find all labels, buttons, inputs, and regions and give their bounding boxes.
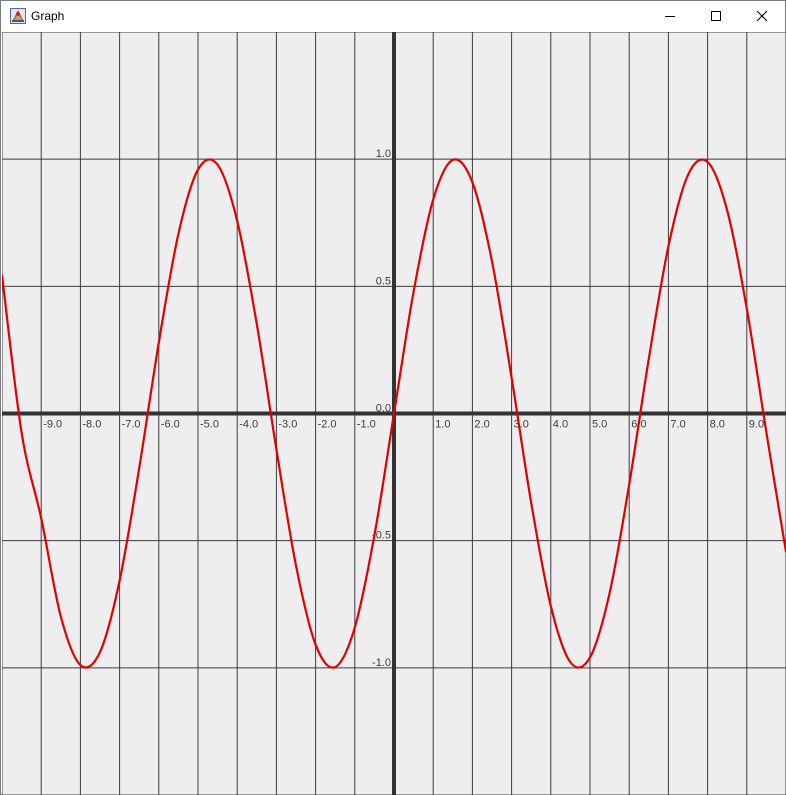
data-point <box>216 163 219 166</box>
x-tick-label: 3.0 <box>514 419 529 431</box>
data-point <box>510 376 513 379</box>
x-tick-label: -5.0 <box>200 419 219 431</box>
window-title: Graph <box>31 9 65 23</box>
data-point <box>530 501 532 504</box>
x-tick-label: 4.0 <box>553 419 568 431</box>
x-tick-label: -8.0 <box>82 419 101 431</box>
data-point <box>648 358 650 360</box>
data-point <box>432 198 435 201</box>
data-point <box>138 467 140 469</box>
data-point <box>608 592 611 594</box>
data-point <box>687 174 689 176</box>
plot-area: -9.0 -8.0 -7.0 -6.0 -5.0 -4.0 -3.0 -2.0 -1.0 1.0 2… <box>2 32 786 795</box>
y-tick-label: -0.5 <box>372 530 391 542</box>
x-tick-label: 5.0 <box>592 419 607 431</box>
x-tick-label: 2.0 <box>474 419 489 431</box>
data-point <box>726 209 728 212</box>
x-tick-label: -9.0 <box>43 419 62 431</box>
x-tick-label: 9.0 <box>749 419 764 431</box>
close-icon <box>756 10 768 22</box>
minimize-icon <box>664 10 676 22</box>
maximize-icon <box>710 10 722 22</box>
y-tick-label: -1.0 <box>372 657 391 669</box>
data-point <box>295 564 297 567</box>
title-bar[interactable]: Graph <box>1 1 785 32</box>
x-tick-label: 7.0 <box>670 419 685 431</box>
data-point <box>354 626 356 629</box>
y-tick-label: 0.0 <box>376 403 391 415</box>
y-tick-label: 0.5 <box>376 275 391 287</box>
java-app-icon <box>10 8 26 24</box>
data-point <box>373 534 376 537</box>
data-point <box>275 448 278 451</box>
data-point <box>256 323 258 326</box>
x-tick-label: 8.0 <box>710 419 725 431</box>
data-point <box>569 661 572 664</box>
data-point <box>491 260 493 263</box>
data-point <box>452 159 454 161</box>
data-point <box>40 517 42 520</box>
data-point <box>20 431 23 434</box>
data-point <box>471 181 474 184</box>
close-button[interactable] <box>739 1 785 31</box>
data-point <box>60 615 62 618</box>
data-point <box>550 605 552 607</box>
data-point <box>667 245 670 248</box>
data-point <box>118 579 121 582</box>
data-point <box>99 651 101 653</box>
x-tick-label: -7.0 <box>122 419 141 431</box>
x-tick-label: -4.0 <box>239 419 258 431</box>
x-tick-label: -2.0 <box>318 419 337 431</box>
x-tick-label: 1.0 <box>435 419 450 431</box>
data-point <box>412 290 415 293</box>
data-point <box>2 274 3 276</box>
data-point <box>393 412 395 415</box>
x-tick-label: -3.0 <box>278 419 297 431</box>
data-point <box>236 220 238 222</box>
data-point <box>628 483 630 486</box>
data-point <box>158 341 160 344</box>
data-point <box>314 643 317 646</box>
data-point <box>589 656 591 659</box>
data-point <box>197 168 199 171</box>
data-point <box>79 664 82 666</box>
sine-chart: -9.0 -8.0 -7.0 -6.0 -5.0 -4.0 -3.0 -2.0 -1.0 1.0 2… <box>2 32 786 795</box>
data-point <box>706 161 709 163</box>
maximize-button[interactable] <box>693 1 739 31</box>
data-point <box>177 233 180 235</box>
minimize-button[interactable] <box>647 1 693 31</box>
data-point <box>765 431 768 434</box>
x-tick-label: -1.0 <box>357 419 376 431</box>
y-tick-label: 1.0 <box>376 148 391 160</box>
x-tick-label: -6.0 <box>161 419 180 431</box>
data-point <box>746 307 748 310</box>
data-point <box>334 666 337 668</box>
